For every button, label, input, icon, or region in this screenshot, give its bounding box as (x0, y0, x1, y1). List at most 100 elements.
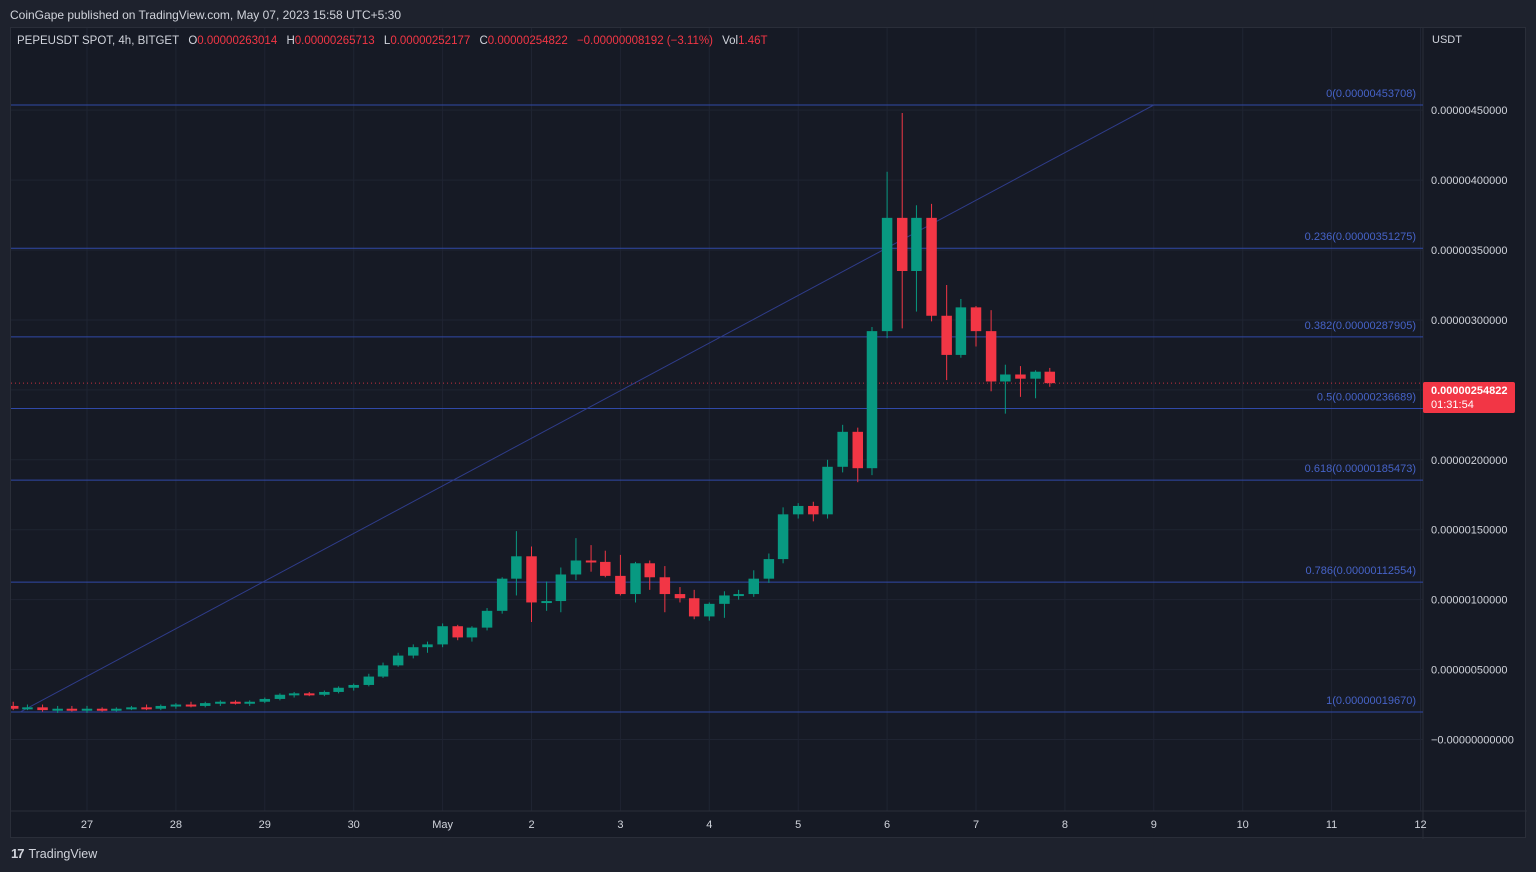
candle-down (688, 598, 700, 617)
candle-up (52, 708, 63, 711)
price-change: −0.00000008192 (−3.11%) (576, 35, 713, 47)
price-axis-tick: −0.00000000000 (1431, 735, 1514, 747)
price-axis-tick: 0.00000400000 (1431, 175, 1507, 187)
candle-up (170, 704, 182, 707)
candle-down (941, 315, 952, 355)
candle-up (792, 505, 804, 515)
candle-up (259, 698, 271, 702)
candle-up (777, 514, 789, 560)
candle-up (333, 687, 344, 692)
candle-down (452, 626, 463, 638)
candle-down (37, 707, 48, 711)
candle-down (615, 575, 626, 595)
candle-down (985, 331, 997, 382)
candle-up (763, 559, 775, 579)
candle-down (66, 708, 78, 711)
candle-down (1044, 371, 1056, 384)
candle-up (496, 578, 508, 611)
fib-level-label: 0.382(0.00000287905) (1305, 320, 1416, 332)
candle-up (511, 556, 522, 579)
price-axis-tick: 0.00000300000 (1431, 315, 1507, 327)
close-value: 0.00000254822 (487, 35, 568, 47)
high-label: H (286, 35, 295, 47)
open-value: 0.00000263014 (197, 35, 278, 47)
candle-down (304, 693, 315, 696)
time-axis-tick: 10 (1237, 819, 1249, 831)
time-axis-tick: 5 (795, 819, 801, 831)
time-axis-tick: 7 (973, 819, 979, 831)
candle-down (526, 556, 537, 603)
candle-down (970, 307, 982, 332)
time-axis-tick: 27 (81, 819, 93, 831)
candle-up (704, 603, 715, 617)
candle-down (896, 217, 908, 272)
fib-level-label: 0.786(0.00000112554) (1305, 565, 1416, 577)
fib-level-label: 0.618(0.00000185473) (1305, 463, 1416, 475)
low-label: L (383, 35, 391, 47)
price-axis-tick: 0.00000200000 (1431, 455, 1507, 467)
price-axis-tick: 0.00000150000 (1431, 525, 1507, 537)
candle-down (1015, 374, 1026, 379)
candlestick-chart[interactable]: 0(0.00000453708) 0.236(0.00000351275) 0.38… (11, 28, 1527, 839)
candle-up (319, 691, 330, 695)
price-axis-tick: 0.00000450000 (1431, 105, 1507, 117)
candle-up (126, 707, 137, 710)
candle-up (570, 560, 582, 575)
candle-down (585, 560, 597, 563)
candle-up (955, 307, 967, 355)
candle-up (422, 644, 433, 648)
time-axis-tick: 29 (259, 819, 271, 831)
close-label: C (479, 35, 488, 47)
tradingview-logo[interactable]: 17 TradingView (11, 846, 97, 861)
candle-up (215, 701, 226, 704)
publisher-line: CoinGape published on TradingView.com, M… (10, 8, 402, 22)
time-axis-tick: 28 (170, 819, 182, 831)
candle-down (852, 431, 864, 469)
candle-down (11, 705, 19, 709)
last-price-badge: 0.00000254822 01:31:54 (1423, 382, 1515, 413)
symbol-name[interactable]: PEPEUSDT SPOT, 4h, BITGET (17, 35, 180, 47)
fib-level-label: 0(0.00000453708) (1326, 88, 1416, 100)
candle-up (541, 601, 552, 604)
candle-up (392, 655, 404, 666)
price-axis-tick: 0.00000350000 (1431, 245, 1507, 257)
candle-up (199, 703, 211, 706)
price-axis-tick: 0.00000050000 (1431, 665, 1507, 677)
candle-up (22, 707, 33, 710)
bar-countdown: 01:31:54 (1431, 399, 1474, 411)
volume-value: 1.46T (738, 35, 768, 47)
volume-label: Vol (722, 35, 739, 47)
candle-down (674, 594, 686, 599)
fib-level-label: 0.236(0.00000351275) (1305, 231, 1416, 243)
candle-up (111, 708, 122, 711)
fib-level-label: 0.5(0.00000236689) (1317, 391, 1416, 403)
low-value: 0.00000252177 (390, 35, 471, 47)
candle-up (274, 694, 286, 699)
chart-frame[interactable]: 0(0.00000453708) 0.236(0.00000351275) 0.38… (10, 27, 1527, 839)
time-axis-tick: 2 (528, 819, 534, 831)
time-axis-tick: 12 (1414, 819, 1426, 831)
time-axis-tick: 11 (1326, 819, 1337, 831)
candle-up (481, 610, 493, 628)
candle-up (733, 594, 744, 597)
candle-up (437, 626, 448, 645)
price-axis-tick: 0.00000100000 (1431, 595, 1507, 607)
time-axis-tick: 9 (1151, 819, 1157, 831)
candle-up (881, 217, 893, 332)
time-axis-tick: 30 (348, 819, 360, 831)
time-axis-tick: May (432, 819, 453, 831)
candle-down (926, 217, 937, 316)
candle-up (1030, 371, 1041, 379)
candle-up (288, 693, 300, 696)
candle-up (363, 676, 375, 685)
open-label: O (188, 35, 198, 47)
candle-down (141, 707, 152, 710)
tradingview-logo-icon: 17 (11, 846, 25, 861)
candle-up (866, 331, 878, 469)
candle-up (837, 431, 848, 467)
price-axis-unit: USDT (1432, 34, 1462, 46)
candle-up (719, 595, 730, 604)
fib-trend-line (20, 104, 1155, 713)
candle-down (808, 505, 819, 515)
candle-up (630, 563, 641, 595)
